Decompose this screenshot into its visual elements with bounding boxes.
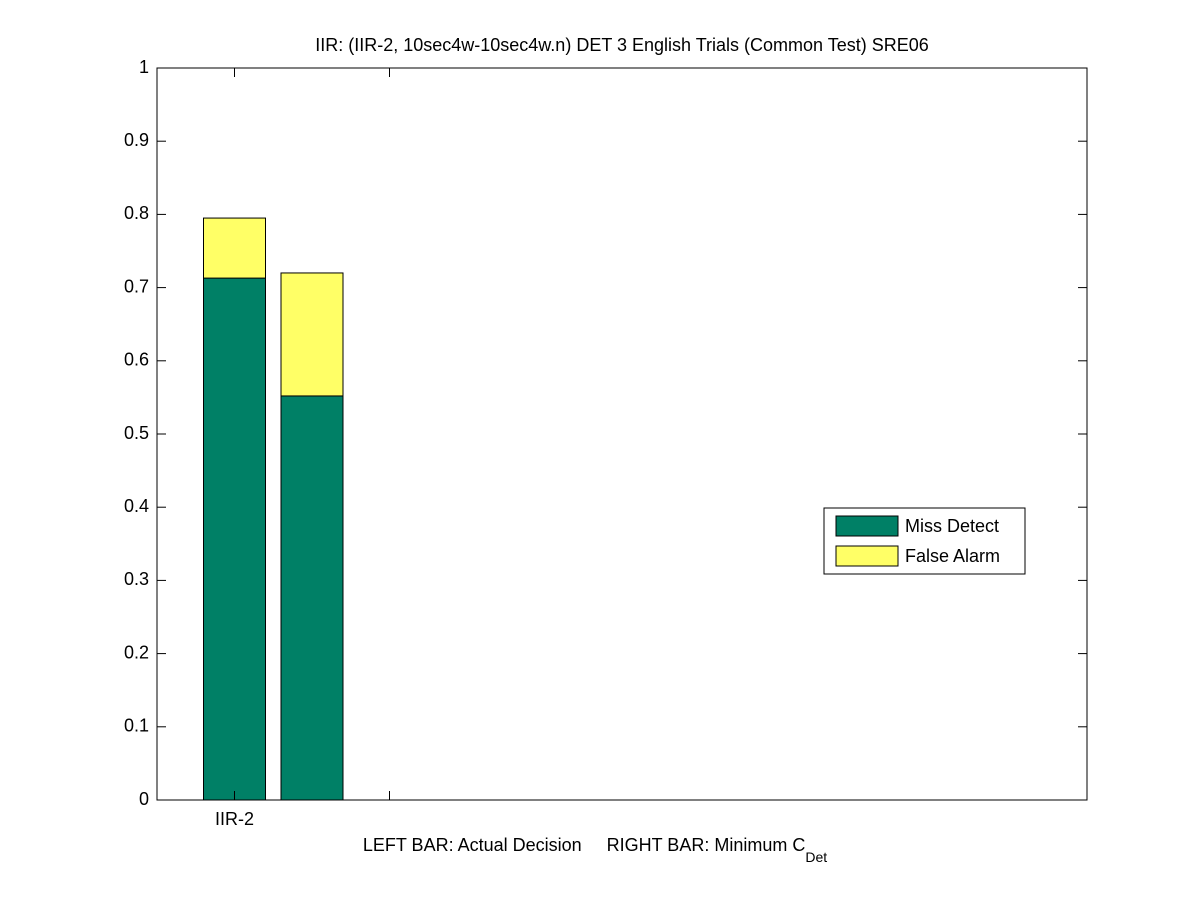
bar-segment	[280, 395, 344, 801]
chart-title: IIR: (IIR-2, 10sec4w-10sec4w.n) DET 3 En…	[315, 35, 929, 55]
y-tick-label: 0.8	[124, 203, 149, 223]
y-tick-label: 0.7	[124, 276, 149, 296]
y-tick-label: 0.4	[124, 496, 149, 516]
x-tick-label: IIR-2	[215, 809, 254, 829]
y-tick-label: 1	[139, 57, 149, 77]
legend-label: False Alarm	[905, 546, 1000, 566]
bar-segment	[203, 217, 266, 279]
y-tick-label: 0	[139, 789, 149, 809]
y-tick-label: 0.5	[124, 423, 149, 443]
x-axis-label-subscript: Det	[805, 849, 827, 865]
bar-segment	[203, 277, 266, 801]
y-tick-label: 0.6	[124, 350, 149, 370]
legend-label: Miss Detect	[905, 516, 999, 536]
y-tick-label: 0.3	[124, 569, 149, 589]
y-tick-label: 0.9	[124, 130, 149, 150]
y-tick-label: 0.2	[124, 642, 149, 662]
y-tick-label: 0.1	[124, 716, 149, 736]
legend-swatch	[835, 545, 899, 567]
x-axis-label-text: LEFT BAR: Actual Decision RIGHT BAR: Min…	[363, 835, 805, 855]
bar-segment	[280, 272, 344, 397]
x-axis-label: LEFT BAR: Actual Decision RIGHT BAR: Min…	[363, 835, 827, 865]
legend-swatch	[835, 515, 899, 537]
